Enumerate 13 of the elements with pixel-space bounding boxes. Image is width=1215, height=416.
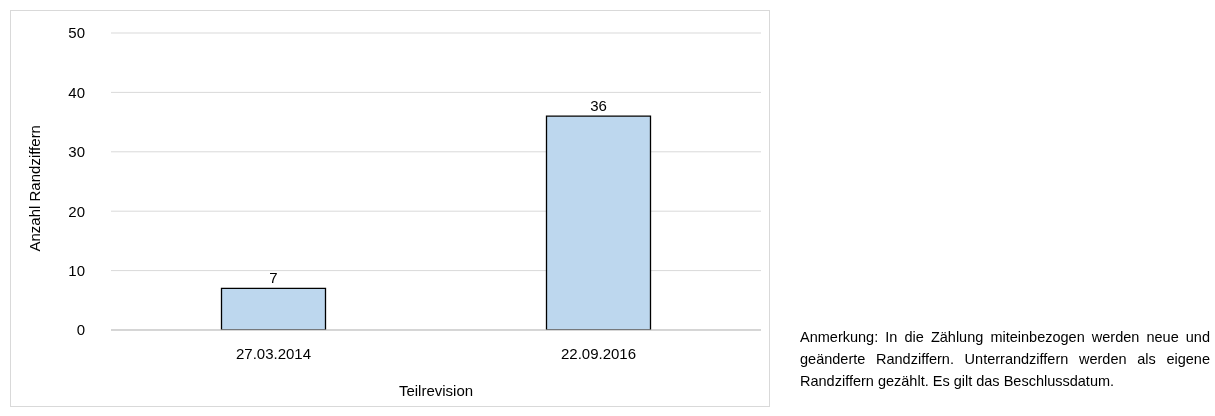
y-axis-title: Anzahl Randziffern: [26, 125, 44, 252]
x-axis-title: Teilrevision: [398, 382, 474, 399]
data-label: 7: [269, 269, 278, 287]
y-tick-label: 0: [76, 321, 85, 339]
text: Anmerkung: In die Zählung miteinbezogen werden neue und geänderte Randziffern. Unterrandziffern werden als eigene Randziffern gezählt. Es gilt das Beschlussdatum.: [800, 328, 1210, 391]
y-tick-label: 40: [68, 83, 85, 101]
y-tick-label: 30: [68, 143, 85, 161]
x-tick-label: 22.09.2016: [560, 344, 637, 362]
y-tick-label: 10: [68, 261, 85, 279]
x-tick-label: 27.03.2014: [235, 344, 312, 362]
data-label: 36: [590, 97, 607, 115]
y-tick-label: 20: [68, 202, 85, 220]
y-tick-label: 50: [68, 24, 85, 42]
